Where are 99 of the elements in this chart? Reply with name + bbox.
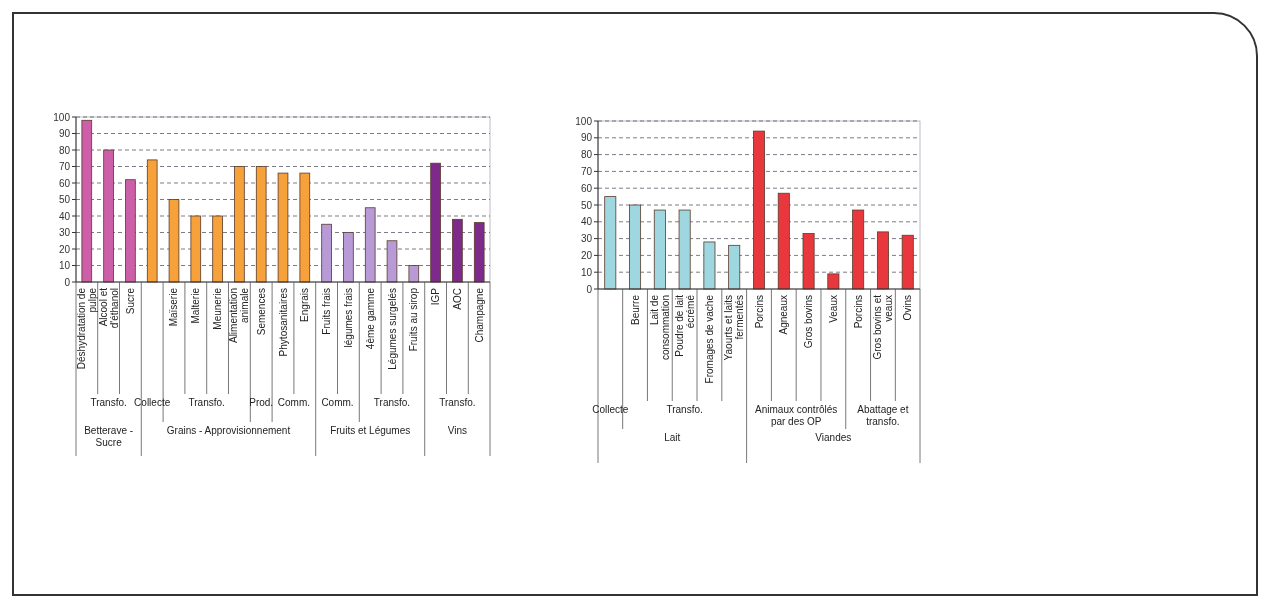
x-tick-label: Gros bovins et veaux xyxy=(871,294,894,360)
y-tick-label: 90 xyxy=(580,132,593,144)
y-tick-label: 30 xyxy=(580,233,593,245)
bar xyxy=(430,162,441,283)
y-tick-label: 0 xyxy=(64,276,71,288)
bar xyxy=(678,209,691,290)
text: Prod. xyxy=(249,397,274,408)
text: Transfo. xyxy=(90,397,127,408)
y-tick-label: 60 xyxy=(58,177,71,189)
y-tick-label: 0 xyxy=(586,283,593,295)
text: Fruits et Légumes xyxy=(330,425,411,436)
bar xyxy=(277,172,289,283)
x-tick-label: légumes frais xyxy=(342,288,354,348)
bar xyxy=(255,166,267,283)
bar xyxy=(777,192,790,290)
bar xyxy=(827,273,840,290)
y-tick-label: 10 xyxy=(580,266,593,278)
bar xyxy=(190,215,202,283)
text: Transfo. xyxy=(373,397,411,408)
y-tick-label: 20 xyxy=(58,243,71,255)
x-tick-label: Malterie xyxy=(190,287,202,324)
y-tick-label: 40 xyxy=(58,210,71,222)
x-tick-label: Agneaux xyxy=(778,295,790,335)
bar xyxy=(125,179,136,283)
bar xyxy=(168,199,180,283)
bar xyxy=(802,233,815,290)
text: Animaux contrôlés par des OP xyxy=(755,404,838,427)
x-tick-label: Maïserie xyxy=(168,287,180,327)
y-tick-label: 80 xyxy=(580,149,593,161)
y-tick-label: 50 xyxy=(58,194,71,205)
text: Abattage et transfo. xyxy=(857,404,909,427)
bar xyxy=(386,240,398,283)
x-tick-label: Beurre xyxy=(629,294,641,326)
text: Comm. xyxy=(321,397,354,408)
text: Betterave - Sucre xyxy=(84,425,134,448)
y-tick-label: 50 xyxy=(580,199,593,211)
bar xyxy=(653,209,666,290)
x-tick-label: IGP xyxy=(430,287,442,306)
bar xyxy=(604,196,617,290)
y-tick-label: 100 xyxy=(53,111,71,123)
x-tick-label: Fruits au sirop xyxy=(408,287,420,352)
y-tick-label: 30 xyxy=(58,227,71,238)
y-tick-label: 20 xyxy=(580,249,593,261)
text: Viandes xyxy=(815,432,852,443)
x-tick-label: Déshydratation de pulpe xyxy=(75,287,98,370)
bar xyxy=(146,159,158,283)
x-tick-label: Fromages de vache xyxy=(703,294,715,384)
y-tick-label: 10 xyxy=(58,260,71,271)
text: Lait xyxy=(664,432,681,443)
text: Transfo. xyxy=(188,397,225,408)
x-tick-label: 4ème gamme xyxy=(364,287,376,350)
x-tick-label: Fruits frais xyxy=(321,288,333,335)
text: Grains - Approvisionnement xyxy=(166,425,291,436)
bar xyxy=(299,172,311,283)
bar xyxy=(753,130,765,290)
x-tick-label: Gros bovins xyxy=(803,295,815,349)
bar xyxy=(703,241,716,290)
x-tick-label: Ovins xyxy=(902,295,914,321)
bar xyxy=(629,204,642,290)
x-tick-label: Sucre xyxy=(124,287,136,315)
bar xyxy=(234,166,245,283)
x-tick-label: Semences xyxy=(255,288,267,336)
y-tick-label: 40 xyxy=(580,216,593,228)
bar xyxy=(81,119,93,283)
y-tick-label: 90 xyxy=(58,128,71,139)
y-tick-label: 60 xyxy=(580,182,593,194)
bar xyxy=(103,149,114,283)
x-tick-label: Engrais xyxy=(299,288,311,322)
y-tick-label: 70 xyxy=(58,161,71,172)
bar xyxy=(901,234,914,290)
x-tick-label: Phytosanitaires xyxy=(277,288,289,357)
x-tick-label: Veaux xyxy=(827,295,839,323)
x-tick-label: AOC xyxy=(451,288,463,310)
x-tick-label: Porcins xyxy=(753,295,765,329)
bar xyxy=(343,232,354,283)
bar xyxy=(212,215,223,283)
x-tick-label: Champagne xyxy=(473,287,485,343)
text: Transfo. xyxy=(666,404,703,415)
bar xyxy=(321,223,332,283)
bar xyxy=(452,218,463,283)
y-tick-label: 100 xyxy=(575,115,593,127)
text: Collecte xyxy=(134,397,171,408)
x-tick-label: Légumes surgelés xyxy=(386,288,398,370)
text: Transfo. xyxy=(439,397,476,408)
text: Comm. xyxy=(277,397,311,408)
bar xyxy=(408,265,420,283)
y-tick-label: 80 xyxy=(58,144,71,156)
x-tick-label: Meunerie xyxy=(212,287,224,330)
x-tick-label: Porcins xyxy=(852,295,864,329)
text: Collecte xyxy=(592,404,629,415)
bar xyxy=(364,207,376,283)
x-tick-label: Lait de consommation xyxy=(648,294,671,361)
x-tick-label: Alimentation animale xyxy=(228,287,251,344)
text: Vins xyxy=(447,425,467,436)
bar xyxy=(876,231,889,290)
y-tick-label: 70 xyxy=(580,165,593,177)
bar xyxy=(473,222,485,283)
bar xyxy=(852,209,865,290)
bar xyxy=(728,244,741,290)
